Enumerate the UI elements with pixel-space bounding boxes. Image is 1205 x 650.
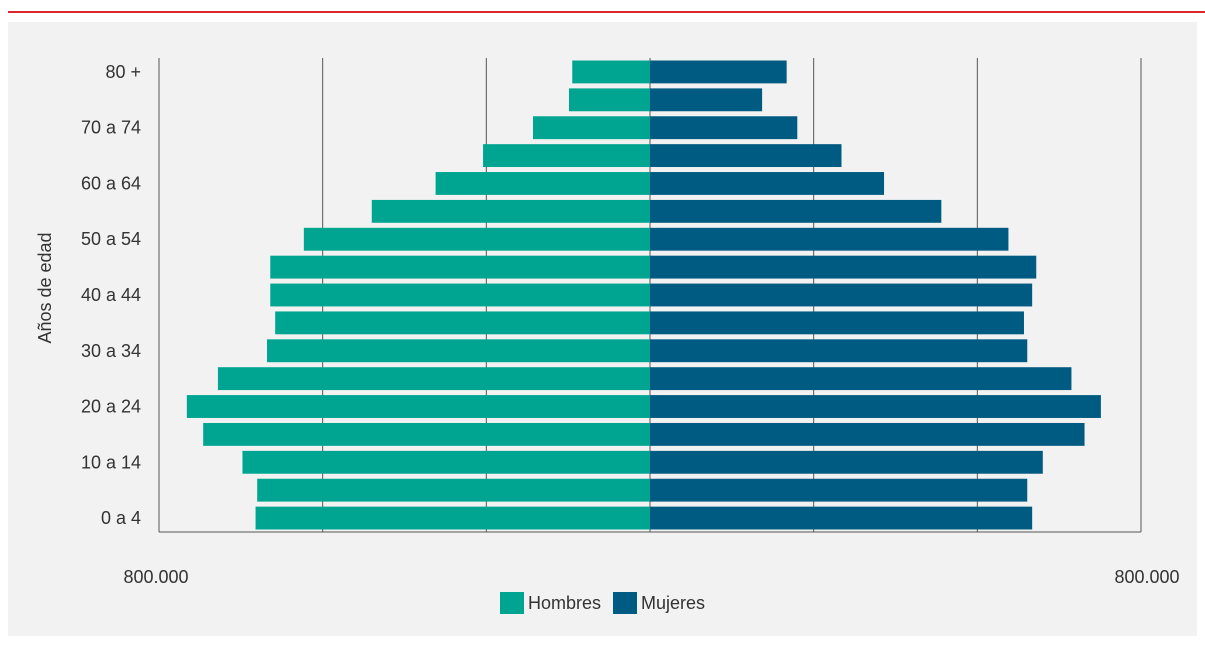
y-tick-label: 50 a 54 (81, 229, 141, 249)
bar-mujeres-4 (650, 395, 1101, 418)
bars-group (186, 60, 1101, 530)
y-tick-label: 70 a 74 (81, 118, 141, 138)
bar-mujeres-12 (650, 172, 885, 195)
x-tick-label-right: 800.000 (1114, 567, 1179, 587)
y-tick-label: 40 a 44 (81, 285, 141, 305)
bar-mujeres-16 (650, 60, 787, 84)
bar-mujeres-7 (650, 311, 1024, 335)
legend-swatch-mujeres (613, 592, 637, 614)
bar-mujeres-8 (650, 283, 1033, 307)
bar-hombres-10 (303, 227, 650, 251)
legend-label-mujeres: Mujeres (641, 592, 706, 613)
x-tick-label-left: 800.000 (123, 567, 188, 587)
y-tick-label: 30 a 34 (81, 341, 141, 361)
y-tick-label: 60 a 64 (81, 173, 141, 193)
y-tick-label: 20 a 24 (81, 397, 141, 417)
bar-mujeres-9 (650, 255, 1037, 279)
bar-mujeres-6 (650, 339, 1028, 363)
bar-hombres-8 (270, 283, 650, 307)
bar-mujeres-0 (650, 506, 1033, 530)
axes-group (158, 58, 1142, 533)
bar-hombres-11 (371, 199, 650, 223)
bar-hombres-2 (242, 450, 650, 474)
y-tick-labels: 0 a 4 10 a 14 20 a 24 30 a 34 40 a 44 50 a 54… (81, 62, 141, 528)
bar-hombres-13 (483, 144, 650, 168)
bar-hombres-3 (203, 422, 650, 446)
y-axis-label: Años de edad (35, 232, 55, 343)
y-tick-label: 10 a 14 (81, 452, 141, 472)
bar-hombres-4 (186, 395, 650, 418)
y-tick-label: 0 a 4 (101, 508, 141, 528)
bar-hombres-7 (275, 311, 650, 335)
bar-hombres-1 (257, 478, 650, 502)
bar-mujeres-10 (650, 227, 1009, 251)
bar-mujeres-5 (650, 367, 1072, 391)
bar-hombres-14 (532, 116, 650, 140)
top-accent-rule (8, 11, 1205, 13)
bar-mujeres-1 (650, 478, 1028, 502)
bar-mujeres-15 (650, 88, 763, 112)
bar-hombres-0 (255, 506, 650, 530)
legend: Hombres Mujeres (0, 592, 1205, 614)
legend-label-hombres: Hombres (527, 592, 601, 613)
bar-hombres-5 (217, 367, 651, 391)
legend-item-hombres: Hombres (499, 592, 601, 614)
bar-mujeres-2 (650, 450, 1043, 474)
bar-hombres-9 (270, 255, 650, 279)
bar-hombres-12 (435, 172, 650, 195)
bar-mujeres-13 (650, 144, 842, 168)
bar-mujeres-3 (650, 422, 1085, 446)
legend-item-mujeres: Mujeres (613, 592, 705, 614)
y-tick-label: 80 + (105, 62, 141, 82)
bar-mujeres-14 (650, 116, 798, 140)
legend-swatch-hombres (499, 592, 524, 614)
bar-hombres-16 (572, 60, 650, 84)
bar-hombres-6 (267, 339, 650, 363)
bar-mujeres-11 (650, 199, 942, 223)
bar-hombres-15 (568, 88, 650, 112)
x-tick-labels: 800.000 800.000 (123, 567, 1179, 587)
